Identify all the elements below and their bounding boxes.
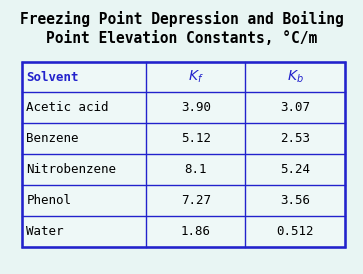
Text: Water: Water (26, 225, 64, 238)
Text: Solvent: Solvent (26, 71, 79, 84)
Text: 8.1: 8.1 (184, 163, 207, 176)
Text: Nitrobenzene: Nitrobenzene (26, 163, 117, 176)
Text: Freezing Point Depression and Boiling
Point Elevation Constants, °C/m: Freezing Point Depression and Boiling Po… (20, 11, 343, 46)
Text: 1.86: 1.86 (181, 225, 211, 238)
Text: 0.512: 0.512 (276, 225, 314, 238)
Text: Phenol: Phenol (26, 194, 72, 207)
Text: 3.90: 3.90 (181, 101, 211, 114)
FancyBboxPatch shape (22, 62, 345, 247)
Text: Benzene: Benzene (26, 132, 79, 145)
Text: 5.24: 5.24 (280, 163, 310, 176)
Text: 5.12: 5.12 (181, 132, 211, 145)
Text: 2.53: 2.53 (280, 132, 310, 145)
Text: $\mathit{K}_b$: $\mathit{K}_b$ (287, 69, 303, 85)
Text: 3.07: 3.07 (280, 101, 310, 114)
Text: 3.56: 3.56 (280, 194, 310, 207)
Text: Acetic acid: Acetic acid (26, 101, 109, 114)
Text: 7.27: 7.27 (181, 194, 211, 207)
Text: $\mathit{K}_f$: $\mathit{K}_f$ (188, 69, 204, 85)
